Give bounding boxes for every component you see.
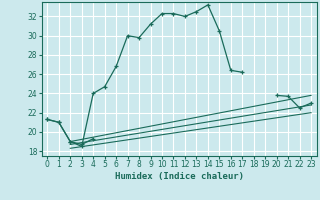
X-axis label: Humidex (Indice chaleur): Humidex (Indice chaleur)	[115, 172, 244, 181]
